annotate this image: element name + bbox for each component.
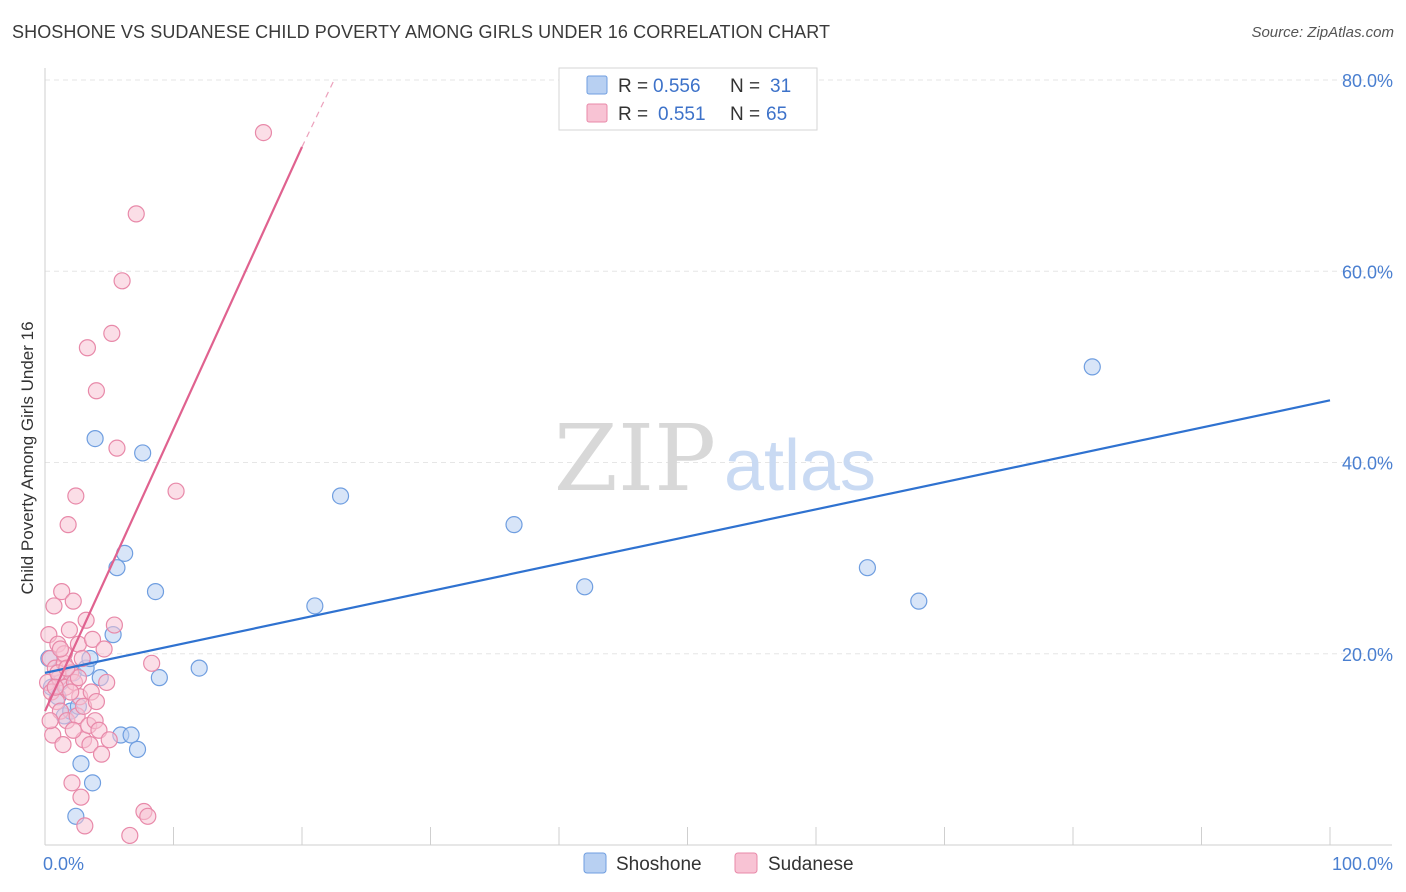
shoshone-trend-line <box>44 399 1331 674</box>
sudanese-point <box>78 339 97 357</box>
shoshone-point <box>858 559 877 577</box>
legend-n-value: 65 <box>766 104 787 125</box>
shoshone-point <box>190 659 208 677</box>
x-tick-labels: 0.0% 100.0% <box>43 854 1393 874</box>
y-tick-label: 60.0% <box>1342 262 1393 282</box>
bottom-legend: Shoshone Sudanese <box>583 852 854 875</box>
sudanese-point <box>100 731 118 749</box>
sudanese-point <box>73 649 91 668</box>
sudanese-point <box>51 640 70 658</box>
legend-r-value: 0.556 <box>653 76 701 97</box>
sudanese-point <box>113 272 131 290</box>
x-tick-label: 100.0% <box>1332 854 1393 874</box>
sudanese-point <box>81 735 99 754</box>
sudanese-point <box>95 640 113 658</box>
sudanese-point <box>92 745 111 763</box>
shoshone-point <box>306 597 324 615</box>
shoshone-point <box>150 669 168 687</box>
sudanese-point <box>64 592 82 610</box>
sudanese-trend-line <box>43 146 304 712</box>
sudanese-point <box>254 123 273 142</box>
sudanese-point <box>62 683 80 701</box>
shoshone-point <box>83 774 102 792</box>
legend-r-label: R = <box>618 104 648 125</box>
shoshone-point <box>146 582 165 601</box>
shoshone-point <box>122 726 140 744</box>
sudanese-point <box>59 516 77 534</box>
sudanese-trend-extension <box>301 79 335 148</box>
shoshone-point <box>331 487 350 505</box>
chart-title: SHOSHONE VS SUDANESE CHILD POVERTY AMONG… <box>12 22 831 42</box>
sudanese-point <box>76 817 94 835</box>
y-tick-label: 40.0% <box>1342 454 1393 474</box>
sudanese-point <box>64 721 82 739</box>
y-tick-label: 20.0% <box>1342 645 1393 665</box>
sudanese-point <box>69 669 88 687</box>
sudanese-point <box>108 439 126 457</box>
sudanese-point <box>105 616 123 634</box>
legend-r-label: R = <box>618 76 648 97</box>
shoshone-point <box>505 516 523 534</box>
legend-r-value: 0.551 <box>658 104 706 125</box>
sudanese-point <box>167 482 185 500</box>
sudanese-point <box>53 582 71 601</box>
watermark-zip: ZIP <box>554 405 716 512</box>
sudanese-point <box>103 324 121 343</box>
sudanese-point <box>98 673 116 692</box>
sudanese-point <box>45 597 63 615</box>
bottom-legend-swatch-shoshone <box>583 852 607 874</box>
sudanese-point <box>121 826 139 845</box>
sudanese-point <box>41 712 59 730</box>
grid <box>45 79 1392 655</box>
sudanese-point <box>83 630 102 649</box>
legend-n-label: N = <box>730 104 760 125</box>
sudanese-point <box>72 788 90 806</box>
shoshone-point <box>134 444 152 462</box>
x-tick-label: 0.0% <box>43 854 84 874</box>
shoshone-point <box>910 592 928 610</box>
legend-swatch-shoshone <box>586 75 608 95</box>
axes <box>44 68 1392 846</box>
sudanese-point <box>87 692 106 711</box>
sudanese-point <box>54 735 72 754</box>
trend-lines <box>43 79 1331 712</box>
sudanese-point <box>63 774 81 792</box>
sudanese-point <box>143 654 161 672</box>
shoshone-point <box>72 755 90 773</box>
shoshone-point <box>1083 358 1101 376</box>
legend: R = 0.556 N = 31 R = 0.551 N = 65 <box>558 67 818 131</box>
sudanese-point <box>87 382 106 400</box>
sudanese-point <box>67 487 85 505</box>
y-tick-labels: 20.0% 40.0% 60.0% 80.0% <box>1342 71 1393 665</box>
sudanese-point <box>127 205 145 223</box>
legend-n-value: 31 <box>770 76 791 97</box>
y-tick-label: 80.0% <box>1342 71 1393 91</box>
legend-n-label: N = <box>730 76 760 97</box>
shoshone-point <box>128 740 147 758</box>
watermark: ZIP atlas <box>554 405 876 512</box>
shoshone-point <box>86 429 104 448</box>
chart-source: Source: ZipAtlas.com <box>1251 24 1394 41</box>
watermark-atlas: atlas <box>724 426 876 506</box>
sudanese-point <box>60 621 79 639</box>
bottom-legend-label-shoshone: Shoshone <box>616 854 702 875</box>
bottom-legend-swatch-sudanese <box>734 852 758 874</box>
bottom-legend-label-sudanese: Sudanese <box>768 854 854 875</box>
sudanese-point <box>139 807 157 825</box>
shoshone-point <box>576 578 594 596</box>
legend-swatch-sudanese <box>586 103 608 123</box>
